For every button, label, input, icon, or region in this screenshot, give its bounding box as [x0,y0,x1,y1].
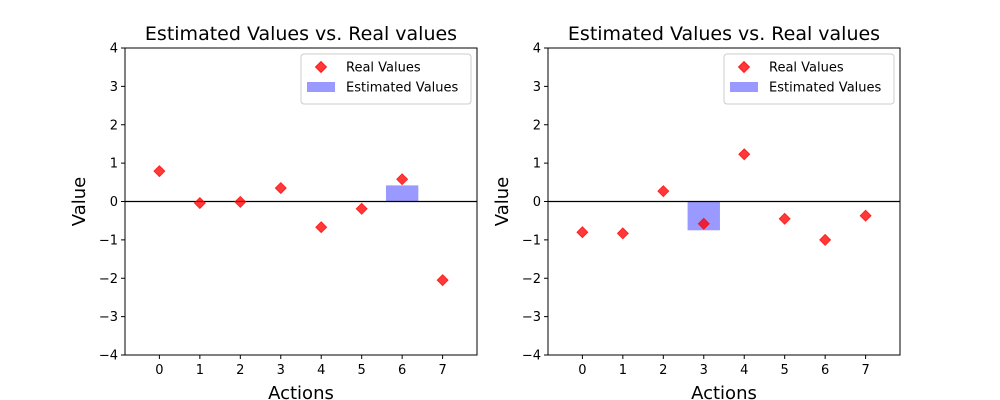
real-value-point-3 [274,182,287,195]
legend-label: Real Values [769,61,844,76]
y-tick-label-8: 4 [110,42,118,57]
y-axis-label: Value [492,177,513,226]
x-axis-label: Actions [268,383,334,400]
real-value-point-3 [697,217,710,230]
real-value-point-5 [355,202,368,215]
chart-panel-1: 0 1 2 3 4 5 6 7 −4 −3 −2 −1 0 1 2 3 4 Estimated Values vs… [492,23,901,400]
y-tick-label-7: 3 [110,80,118,95]
x-tick-label-6: 6 [398,363,406,378]
legend: Real Values Estimated Values [300,53,472,105]
x-tick-label-1: 1 [619,363,627,378]
real-value-point-1 [616,227,629,240]
x-tick-label-7: 7 [438,363,446,378]
chart-panel-0: 0 1 2 3 4 5 6 7 −4 −3 −2 −1 0 1 2 3 4 Estimated Values vs… [69,23,478,400]
real-value-point-7 [436,274,449,287]
y-tick-label-6: 2 [533,118,541,133]
x-tick-label-6: 6 [821,363,829,378]
x-tick-label-5: 5 [358,363,366,378]
x-tick-label-4: 4 [740,363,748,378]
y-tick-label-8: 4 [533,42,541,57]
real-value-point-0 [576,226,589,239]
real-value-point-6 [396,173,409,186]
x-tick-label-3: 3 [700,363,708,378]
y-tick-label-5: 1 [533,157,541,172]
y-tick-label-7: 3 [533,80,541,95]
legend-box [723,53,895,105]
y-tick-label-6: 2 [110,118,118,133]
real-value-point-0 [153,165,166,178]
y-tick-label-4: 0 [110,195,118,210]
x-tick-label-2: 2 [236,363,244,378]
y-tick-label-3: −1 [522,233,541,248]
legend-box [300,53,472,105]
real-value-point-6 [819,233,832,246]
y-tick-label-2: −2 [99,272,118,287]
x-tick-label-2: 2 [659,363,667,378]
real-value-point-7 [859,209,872,222]
real-value-point-2 [657,185,670,198]
y-axis-label: Value [69,177,90,226]
y-tick-label-1: −3 [522,310,541,325]
legend-label: Estimated Values [769,81,882,96]
legend-marker-real-values [314,60,328,74]
real-value-point-2 [234,195,247,208]
x-tick-label-7: 7 [861,363,869,378]
real-value-point-5 [778,212,791,225]
legend-marker-estimated-values [730,82,758,92]
legend-label: Estimated Values [346,81,459,96]
legend-label: Real Values [346,61,421,76]
real-value-point-1 [193,196,206,210]
legend-marker-real-values [737,60,751,74]
x-axis-label: Actions [691,383,757,400]
legend: Real Values Estimated Values [723,53,895,105]
y-tick-label-5: 1 [110,157,118,172]
x-tick-label-3: 3 [277,363,285,378]
x-tick-label-4: 4 [317,363,325,378]
estimated-bar-6 [385,185,419,202]
y-tick-label-0: −4 [522,349,541,364]
x-tick-label-0: 0 [155,363,163,378]
real-value-point-4 [738,148,751,161]
y-tick-label-3: −1 [99,233,118,248]
y-tick-label-1: −3 [99,310,118,325]
y-tick-label-0: −4 [99,349,118,364]
x-tick-label-1: 1 [196,363,204,378]
legend-marker-estimated-values [307,82,335,92]
chart-title: Estimated Values vs. Real values [145,23,457,45]
chart-title: Estimated Values vs. Real values [568,23,880,45]
real-value-point-4 [315,221,328,234]
x-tick-label-5: 5 [781,363,789,378]
y-tick-label-4: 0 [533,195,541,210]
y-tick-label-2: −2 [522,272,541,287]
x-tick-label-0: 0 [578,363,586,378]
